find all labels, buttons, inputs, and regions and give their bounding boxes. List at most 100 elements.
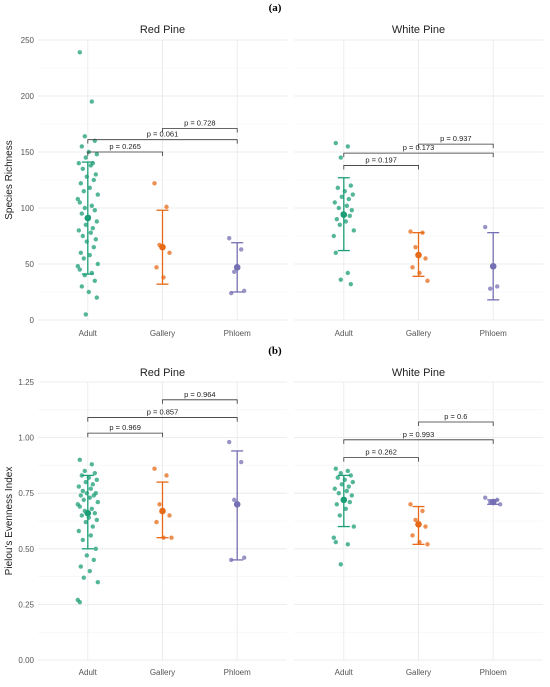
data-point [91,557,97,563]
data-point [152,466,157,471]
data-point [154,265,159,270]
panel-label: (a) [269,2,282,14]
x-tick-label: Gallery [406,329,431,338]
data-point [88,163,94,168]
data-point [239,459,244,465]
data-point [83,479,89,485]
significance-bracket: p = 0.993 [343,430,494,444]
data-point [335,475,340,480]
p-value-label: p = 0.969 [109,423,141,432]
data-point [498,502,503,507]
data-point [331,535,336,540]
data-point [75,264,81,269]
data-point [339,194,344,199]
data-point [81,575,87,580]
data-point [87,185,93,191]
data-point [347,499,352,505]
data-point [333,466,338,471]
data-point [423,524,428,529]
group-phloem [483,224,500,301]
data-point [80,166,86,171]
data-point [350,192,355,197]
data-point [81,189,87,194]
group-gallery [408,502,430,547]
data-point [92,138,98,143]
data-point [90,482,96,487]
p-value-label: p = 0.993 [403,430,435,439]
data-point [164,473,169,478]
data-point [343,506,348,511]
data-point [89,462,95,467]
data-point [346,484,351,489]
data-point [413,245,418,250]
x-tick-label: Phloem [224,329,251,338]
data-point [345,542,350,547]
data-point [333,140,338,146]
data-point [410,265,415,270]
significance-bracket: p = 0.061 [87,130,238,144]
data-point [78,564,84,569]
data-point [242,555,247,560]
data-point [80,233,86,239]
significance-bracket: p = 0.197 [343,155,419,170]
data-point [82,205,88,211]
facet-red-pine: Red Pine Adult Gallery Phloem p = 0.969 p = 0… [38,367,287,677]
data-point [92,208,98,213]
data-point [82,134,88,139]
data-point [336,205,341,211]
data-point [332,486,337,491]
data-point [76,161,82,166]
data-point [87,495,93,500]
bracket-line [162,128,238,133]
data-point [334,217,339,222]
bracket-line [343,152,494,158]
y-axis-label: Pielou's Evenness Index [4,467,15,576]
data-point [164,204,169,210]
data-point [336,491,341,496]
data-point [83,519,89,525]
data-point [169,535,174,540]
group-adult [331,140,356,287]
mean-point [84,509,92,517]
facet-title: Red Pine [140,367,185,379]
data-point [91,245,97,250]
y-axis-label: Species Richness [4,140,15,219]
significance-bracket: p = 0.6 [418,412,494,427]
p-value-label: p = 0.6 [444,412,467,421]
data-point [337,222,342,227]
group-adult [331,466,356,567]
y-tick-label: 0.50 [18,545,34,554]
p-value-label: p = 0.728 [184,118,216,127]
significance-bracket: p = 0.262 [343,448,419,462]
significance-bracket: p = 0.969 [87,423,163,438]
panel-label: (b) [268,345,282,357]
data-point [87,568,93,574]
data-point [92,470,98,476]
data-point [488,286,493,291]
data-point [77,599,83,605]
data-point [483,224,488,230]
data-point [89,506,95,511]
bracket-line [418,421,494,427]
data-point [80,537,86,543]
data-point [345,144,350,149]
data-point [152,181,157,186]
data-point [425,542,430,547]
y-tick-label: 200 [21,92,35,101]
data-point [95,499,101,505]
p-value-label: p = 0.937 [440,134,472,143]
data-point [347,213,352,219]
data-point [350,479,355,485]
group-adult [75,50,101,317]
significance-bracket: p = 0.857 [87,408,238,422]
data-point [343,219,348,224]
data-point [94,295,100,300]
group-adult [75,457,101,605]
bracket-line [87,139,238,144]
group-gallery [152,181,172,285]
y-tick-label: 50 [25,260,34,269]
data-point [81,497,87,503]
x-tick-label: Gallery [150,329,175,338]
